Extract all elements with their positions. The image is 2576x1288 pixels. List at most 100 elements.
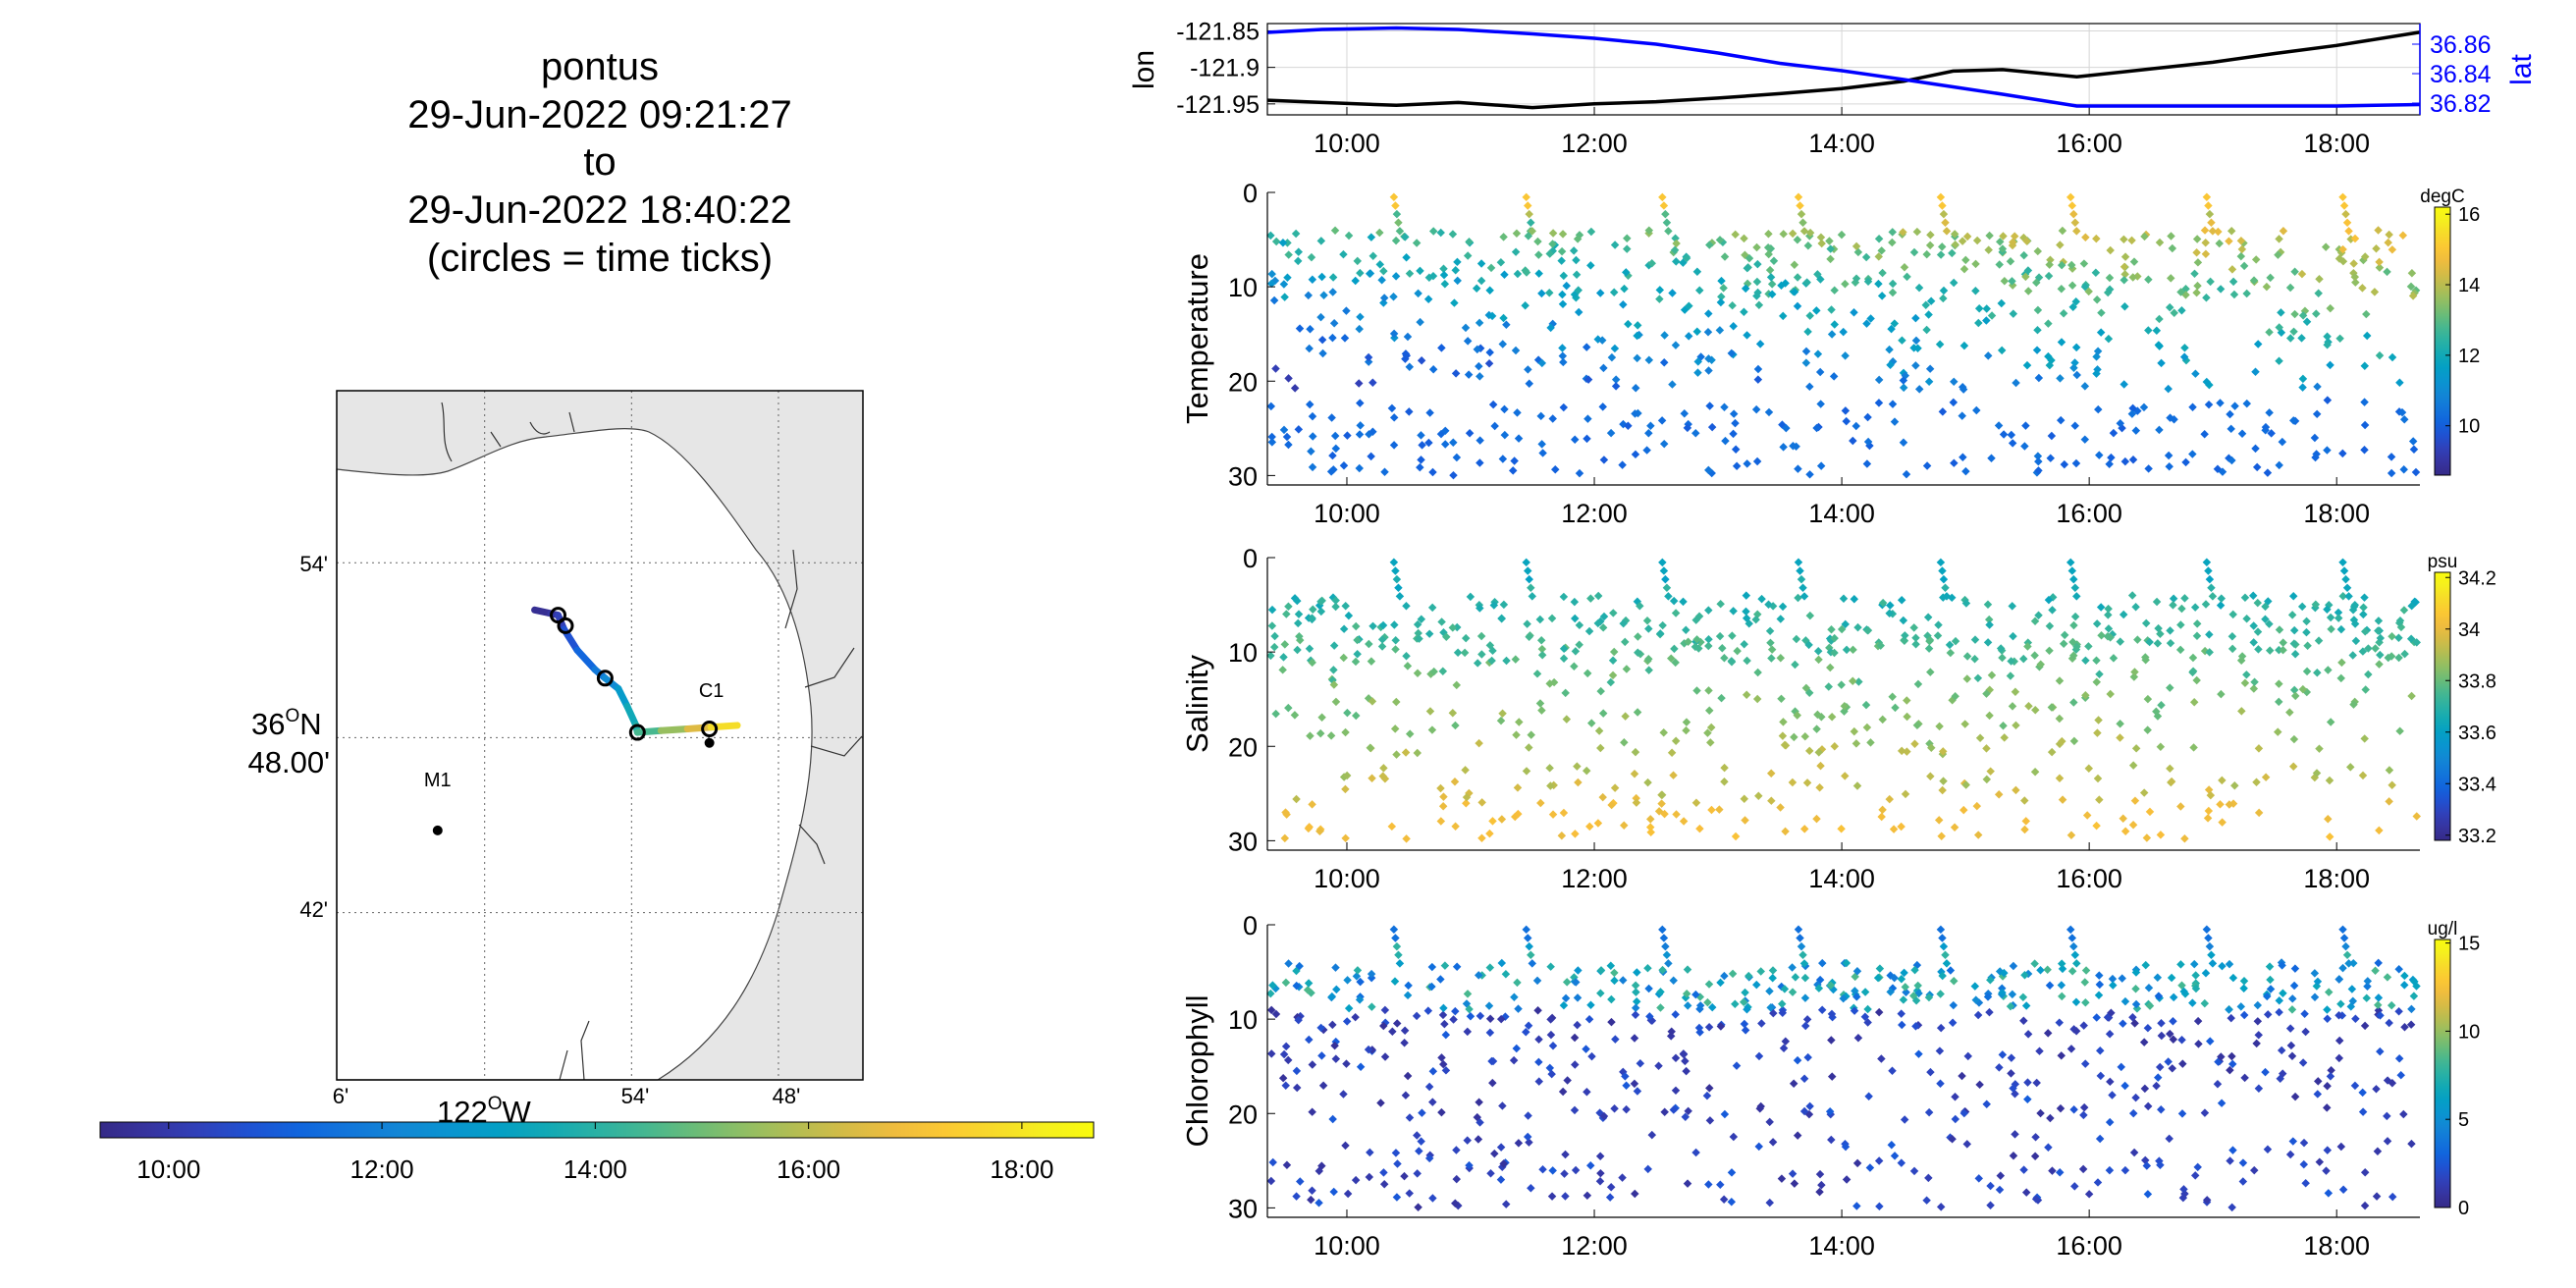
data-point [1742, 607, 1750, 617]
data-point [1874, 1007, 1884, 1017]
data-point [1642, 446, 1651, 455]
data-point [2407, 1004, 2416, 1014]
data-point [1547, 1192, 1557, 1201]
data-point [2289, 625, 2299, 635]
data-point [2143, 1101, 2153, 1111]
data-point [2240, 678, 2250, 687]
data-point [1812, 724, 1821, 733]
data-point [2351, 636, 2361, 646]
data-point [1704, 1180, 1713, 1189]
data-point [1502, 656, 1511, 666]
data-point [1632, 996, 1641, 1006]
data-point [1664, 959, 1673, 968]
data-point [1935, 340, 1945, 349]
data-point [1476, 372, 1484, 381]
colorbar [2434, 571, 2451, 841]
data-point [1961, 780, 1970, 789]
x-tick-label: 10:00 [1314, 129, 1380, 158]
data-point [1546, 1030, 1556, 1040]
data-point [2092, 821, 2101, 831]
data-point [1669, 596, 1679, 606]
data-point [1788, 963, 1797, 972]
data-point [1405, 1189, 1414, 1198]
data-point [1388, 1027, 1397, 1037]
data-point [1561, 1150, 1570, 1159]
data-point [1707, 1002, 1717, 1012]
data-point [2105, 1165, 2115, 1175]
data-point [1900, 262, 1909, 272]
data-point [1684, 332, 1693, 341]
data-point [1546, 962, 1555, 971]
data-point [1294, 1015, 1303, 1025]
data-point [1681, 1056, 1690, 1066]
data-point [1571, 647, 1581, 656]
panel-chlorophyll: 0 10 20 30 10:00 12:00 14:00 16:00 18:00 Chloroph… [1180, 911, 2480, 1261]
data-point [1415, 1147, 1423, 1155]
data-point [1306, 731, 1315, 740]
data-point [2323, 1014, 2332, 1024]
colorbar-tick-label: 10 [2458, 1021, 2480, 1043]
data-point [1797, 941, 1806, 951]
data-point [2130, 668, 2139, 676]
data-point [2253, 1000, 2263, 1010]
data-point [2336, 1142, 2346, 1152]
data-point [1509, 1055, 1519, 1065]
data-point [1548, 1042, 1558, 1050]
data-point [1731, 832, 1741, 841]
data-point [2169, 601, 2177, 610]
data-point [1498, 709, 1507, 718]
data-point [1607, 994, 1616, 1004]
data-point [1462, 798, 1471, 808]
data-point [2178, 1059, 2187, 1068]
data-point [2176, 960, 2185, 969]
y-tick-label: 20 [1228, 367, 1258, 397]
data-point [2118, 974, 2126, 983]
data-point [1776, 803, 1785, 812]
data-point [1439, 264, 1448, 273]
data-point [1790, 288, 1799, 296]
data-point [1751, 404, 1761, 414]
data-point [1485, 1014, 1495, 1024]
data-point [2288, 1137, 2298, 1146]
data-point [2152, 597, 2162, 607]
data-point [1377, 642, 1387, 651]
data-point [1366, 1148, 1374, 1157]
data-point [1704, 606, 1713, 615]
data-point [1538, 1164, 1547, 1174]
data-point [1438, 1010, 1448, 1020]
data-point [1852, 781, 1862, 790]
data-point [1484, 1001, 1494, 1010]
data-point [1739, 997, 1748, 1006]
data-point [2213, 1079, 2223, 1089]
data-point [1801, 358, 1811, 367]
data-point [1436, 783, 1445, 793]
data-point [2131, 1093, 2140, 1102]
data-point [1926, 1067, 1935, 1077]
data-point [1296, 1177, 1305, 1186]
data-point [2080, 1059, 2090, 1068]
data-point [1659, 728, 1668, 737]
data-point [1874, 279, 1883, 289]
data-point [2372, 1192, 2382, 1201]
data-point [1294, 425, 1304, 434]
data-point [1596, 966, 1606, 975]
data-point [1899, 376, 1908, 385]
data-point [2190, 603, 2200, 612]
data-point [1830, 648, 1839, 658]
data-point [1885, 345, 1894, 354]
data-point [1995, 1185, 2005, 1195]
data-point [1437, 1107, 1446, 1117]
data-point [1450, 298, 1459, 307]
data-point [1537, 644, 1547, 654]
data-point [1781, 1037, 1791, 1046]
x-tick-label: 10:00 [1314, 864, 1380, 893]
data-point [1972, 801, 1982, 811]
data-point [2011, 1130, 2019, 1139]
data-point [1983, 351, 1993, 360]
data-point [1339, 624, 1349, 633]
data-point [1631, 1003, 1640, 1013]
data-point [1305, 1035, 1314, 1045]
data-point [1559, 654, 1569, 664]
data-point [1498, 1101, 1507, 1110]
data-point [1731, 999, 1740, 1008]
